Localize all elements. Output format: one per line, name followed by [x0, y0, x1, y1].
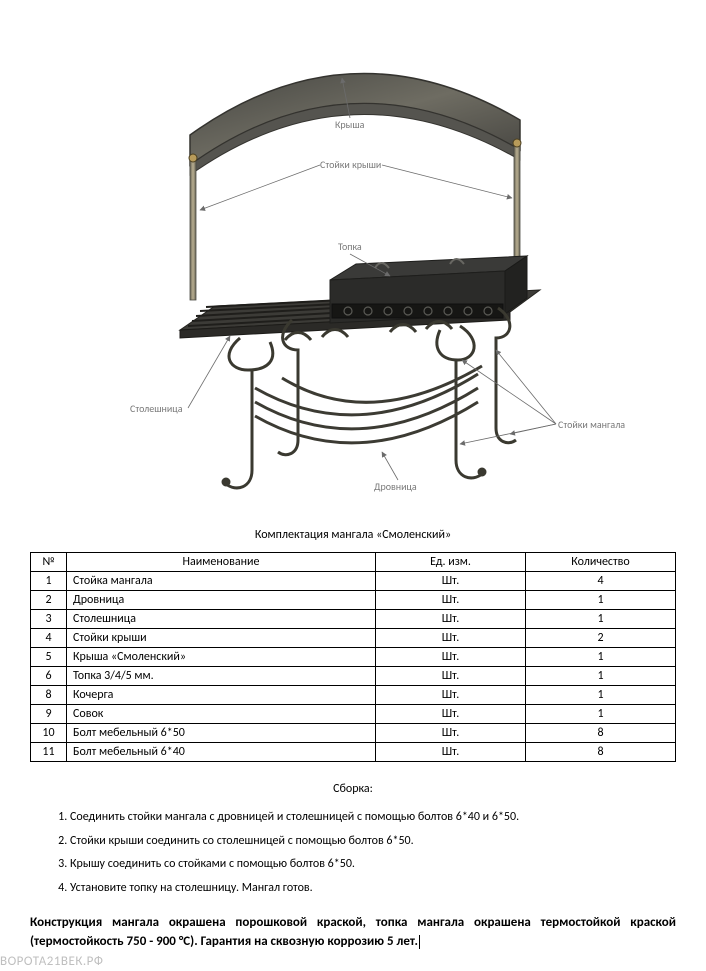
list-item: Установите топку на столешницу. Мангал г…	[70, 881, 676, 897]
assembly-steps: Соединить стойки мангала с дровницей и с…	[70, 810, 676, 896]
label-grill-stands: Стойки мангала	[558, 418, 625, 431]
product-diagram: Крыша Стойки крыши Топка Столешница Дров…	[30, 20, 676, 520]
table-row: 6Топка 3/4/5 мм.Шт.1	[31, 667, 676, 686]
col-qty: Количество	[526, 553, 676, 572]
col-unit: Ед. изм.	[376, 553, 526, 572]
table-row: 3СтолешницаШт.1	[31, 610, 676, 629]
text-cursor	[419, 935, 420, 949]
table-header-row: № Наименование Ед. изм. Количество	[31, 553, 676, 572]
label-tabletop: Столешница	[130, 402, 183, 415]
table-row: 10Болт мебельный 6*50Шт.8	[31, 724, 676, 743]
table-row: 2ДровницаШт.1	[31, 591, 676, 610]
list-item: Крышу соединить со стойками с помощью бо…	[70, 857, 676, 873]
label-roof-posts: Стойки крыши	[320, 158, 381, 171]
parts-table: № Наименование Ед. изм. Количество 1Стой…	[30, 552, 676, 762]
label-firebox: Топка	[338, 240, 362, 253]
diagram-caption: Комплектация мангала «Смоленский»	[30, 528, 676, 542]
table-row: 9СовокШт.1	[31, 705, 676, 724]
list-item: Стойки крыши соединить со столешницей с …	[70, 834, 676, 850]
assembly-title: Сборка:	[30, 782, 676, 796]
table-row: 5Крыша «Смоленский»Шт.1	[31, 648, 676, 667]
label-woodrack: Дровница	[374, 480, 417, 493]
table-row: 1Стойка мангалаШт.4	[31, 572, 676, 591]
label-roof: Крыша	[335, 118, 365, 131]
col-num: №	[31, 553, 67, 572]
watermark: ВОРОТА21ВЕК.РФ	[0, 954, 103, 969]
table-row: 8КочергаШт.1	[31, 686, 676, 705]
table-row: 4Стойки крышиШт.2	[31, 629, 676, 648]
construction-note: Конструкция мангала окрашена порошковой …	[30, 914, 676, 950]
col-name: Наименование	[67, 553, 376, 572]
table-row: 11Болт мебельный 6*40Шт.8	[31, 743, 676, 762]
list-item: Соединить стойки мангала с дровницей и с…	[70, 810, 676, 826]
